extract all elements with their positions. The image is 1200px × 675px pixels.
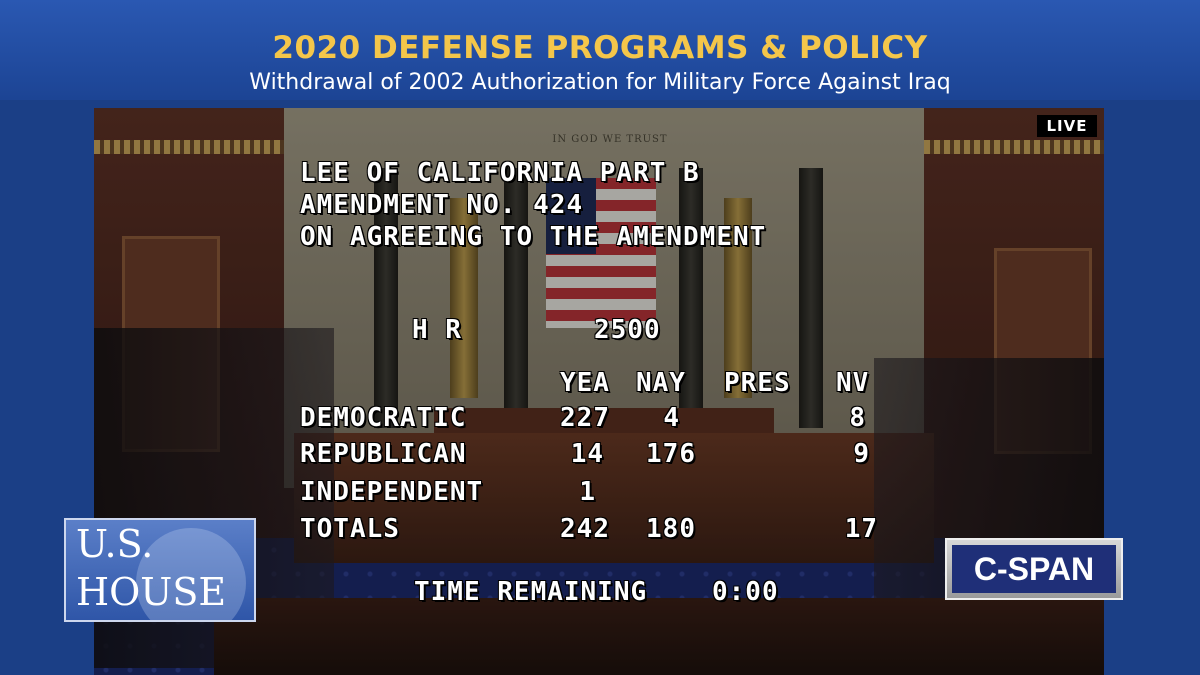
time-remaining-value: 0:00 xyxy=(712,577,779,607)
program-banner: 2020 DEFENSE PROGRAMS & POLICY Withdrawa… xyxy=(0,0,1200,100)
party-label: DEMOCRATIC xyxy=(300,403,467,433)
column xyxy=(799,168,823,428)
chamber-seats xyxy=(214,598,1104,675)
yea-count: 227 xyxy=(560,403,610,433)
flag-canton xyxy=(546,178,596,254)
vote-heading-line: AMENDMENT NO. 424 xyxy=(300,190,584,220)
frieze-left xyxy=(94,140,284,154)
time-remaining-label: TIME REMAINING xyxy=(414,577,648,607)
column-header-pres: PRES xyxy=(724,368,791,398)
cspan-logo: C-SPAN xyxy=(945,538,1123,600)
column-header-nay: NAY xyxy=(636,368,686,398)
nay-count: 176 xyxy=(646,439,696,469)
yea-count: 1 xyxy=(579,477,596,507)
capitol-dome-icon xyxy=(136,528,246,620)
us-house-logo: U.S. HOUSE xyxy=(64,518,256,622)
us-house-logo-line2: HOUSE xyxy=(76,570,227,614)
bill-number: 2500 xyxy=(594,315,661,345)
house-chamber-video: IN GOD WE TRUST xyxy=(94,108,1104,675)
program-subtitle: Withdrawal of 2002 Authorization for Mil… xyxy=(249,70,951,95)
nay-count: 4 xyxy=(663,403,680,433)
yea-count: 14 xyxy=(570,439,604,469)
bill-prefix: H R xyxy=(412,315,462,345)
nv-count: 9 xyxy=(853,439,870,469)
frieze-right xyxy=(924,140,1104,154)
totals-label: TOTALS xyxy=(300,514,400,544)
nv-total: 17 xyxy=(844,514,878,544)
nv-count: 8 xyxy=(849,403,866,433)
party-label: REPUBLICAN xyxy=(300,439,467,469)
motto-inscription: IN GOD WE TRUST xyxy=(552,134,668,145)
yea-total: 242 xyxy=(560,514,610,544)
party-label: INDEPENDENT xyxy=(300,477,484,507)
vote-heading-line: ON AGREEING TO THE AMENDMENT xyxy=(300,222,767,252)
column-header-nv: NV xyxy=(836,368,870,398)
fasces-left xyxy=(450,198,478,398)
nay-total: 180 xyxy=(646,514,696,544)
program-title: 2020 DEFENSE PROGRAMS & POLICY xyxy=(272,30,928,66)
column xyxy=(374,168,398,428)
column xyxy=(504,168,528,428)
live-badge: LIVE xyxy=(1037,115,1097,137)
us-house-logo-line1: U.S. xyxy=(76,522,154,566)
fasces-right xyxy=(724,198,752,398)
column-header-yea: YEA xyxy=(560,368,610,398)
cspan-logo-text: C-SPAN xyxy=(952,545,1116,593)
column xyxy=(679,168,703,428)
video-shade xyxy=(94,108,1104,675)
speaker-rostrum xyxy=(294,433,934,563)
vote-heading-line: LEE OF CALIFORNIA PART B xyxy=(300,158,700,188)
